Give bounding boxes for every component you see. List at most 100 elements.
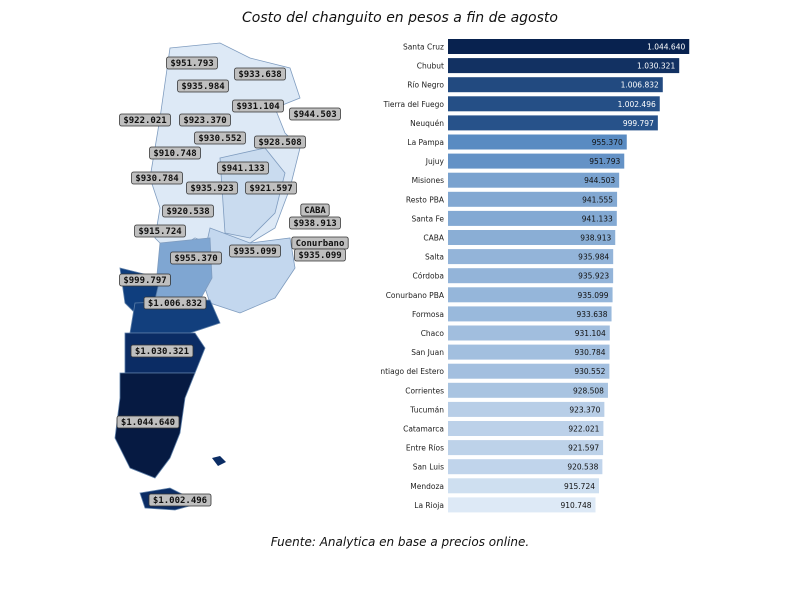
bar-category-label: CABA [423, 234, 445, 243]
map-price-label: $920.538 [162, 204, 214, 218]
svg-text:$1.002.496: $1.002.496 [153, 496, 207, 506]
map-price-label: $935.923 [186, 181, 238, 195]
map-price-label: $931.104 [232, 99, 284, 113]
svg-text:$933.638: $933.638 [238, 70, 281, 80]
svg-text:Conurbano: Conurbano [296, 239, 345, 249]
map-price-label: $941.133 [217, 161, 269, 175]
bar [448, 497, 596, 513]
bar-chart: Santa Cruz 1.044.640 Chubut 1.030.321 Río Ne… [380, 39, 690, 513]
bar [448, 153, 625, 169]
svg-text:$941.133: $941.133 [221, 164, 264, 174]
bar-category-label: La Rioja [414, 501, 444, 510]
bar [448, 115, 658, 131]
bar-value-label: 935.099 [578, 291, 609, 300]
map-region-malvinas [212, 456, 226, 466]
bar-value-label: 910.748 [561, 501, 592, 510]
map-price-label: $1.002.496 [148, 493, 212, 507]
map-price-label: $930.552 [194, 131, 246, 145]
bar-category-label: Tierra del Fuego [382, 100, 444, 109]
svg-text:$921.597: $921.597 [249, 184, 292, 194]
bar-value-label: 935.984 [578, 253, 609, 262]
map-price-label: $930.784 [131, 171, 183, 185]
bar-value-label: 928.508 [573, 386, 604, 395]
bar-category-label: Entre Ríos [406, 444, 444, 453]
bar [448, 249, 614, 265]
map-price-label: $1.006.832 [143, 296, 207, 310]
bar-value-label: 941.555 [582, 195, 613, 204]
map-price-label: $935.099 [229, 244, 281, 258]
bar-value-label: 922.021 [568, 425, 599, 434]
map-price-label: CABA [300, 203, 330, 217]
map-price-label: $1.030.321 [130, 344, 194, 358]
map-price-label: $935.984 [177, 79, 229, 93]
svg-text:$931.104: $931.104 [236, 102, 280, 112]
bar-category-label: Córdoba [413, 272, 444, 281]
svg-text:$935.923: $935.923 [190, 184, 233, 194]
bar [448, 96, 660, 112]
svg-text:$930.552: $930.552 [198, 134, 241, 144]
bar-category-label: Mendoza [410, 482, 444, 491]
bar-value-label: 1.044.640 [647, 43, 685, 52]
bar [448, 459, 603, 475]
bar-value-label: 930.784 [575, 348, 606, 357]
bar-category-label: Jujuy [425, 157, 445, 166]
bar-category-label: Río Negro [407, 81, 444, 90]
bar-category-label: Santiago del Estero [380, 367, 444, 376]
bar [448, 134, 627, 150]
svg-text:$951.793: $951.793 [170, 59, 213, 69]
bar [448, 210, 617, 226]
bar [448, 344, 610, 360]
bar [448, 287, 613, 303]
bar-category-label: Santa Fe [411, 214, 444, 223]
bar-value-label: 1.002.496 [618, 100, 656, 109]
bar-category-label: Corrientes [405, 386, 444, 395]
map-labels: $951.793 $933.638 $935.984 $931.104 $944.503… [116, 56, 349, 507]
svg-text:$923.370: $923.370 [183, 116, 226, 126]
bar [448, 440, 604, 456]
bar-value-label: 920.538 [567, 463, 598, 472]
bar [448, 401, 605, 417]
svg-text:$1.006.832: $1.006.832 [148, 299, 202, 309]
bar [448, 363, 610, 379]
map-region-la-pampa [154, 237, 213, 301]
svg-text:$1.044.640: $1.044.640 [121, 418, 175, 428]
svg-text:$1.030.321: $1.030.321 [135, 347, 189, 357]
map-price-label: $915.724 [134, 224, 186, 238]
bar-category-label: Tucumán [409, 405, 444, 414]
bar [448, 77, 663, 93]
map-price-label: $955.370 [170, 251, 222, 265]
map-price-label: $944.503 [289, 107, 341, 121]
bar [448, 268, 614, 284]
chart-source: Fuente: Analytica en base a precios onli… [270, 535, 530, 549]
bar [448, 382, 608, 398]
svg-text:CABA: CABA [304, 206, 326, 216]
bar [448, 172, 620, 188]
bar-category-label: Conurbano PBA [386, 291, 445, 300]
svg-text:$938.913: $938.913 [293, 219, 336, 229]
bar-value-label: 933.638 [577, 310, 608, 319]
svg-text:$910.748: $910.748 [153, 149, 196, 159]
bar [448, 230, 616, 245]
bar-value-label: 935.923 [578, 272, 609, 281]
map-price-label: $938.913 [289, 216, 341, 230]
bar-category-label: San Juan [411, 348, 444, 357]
bar [448, 58, 680, 74]
map-price-label: $935.099 [294, 248, 346, 262]
svg-text:$999.797: $999.797 [123, 276, 166, 286]
bar-value-label: 938.913 [580, 234, 611, 243]
bar-value-label: 923.370 [569, 405, 600, 414]
bar [448, 306, 612, 322]
map-price-label: $1.044.640 [116, 415, 180, 429]
argentina-map: $951.793 $933.638 $935.984 $931.104 $944.503… [114, 42, 349, 511]
bar-category-label: Chubut [417, 62, 444, 71]
bar-value-label: 1.030.321 [637, 62, 675, 71]
bar [448, 191, 618, 207]
bar-category-label: Misiones [412, 176, 445, 185]
bar-category-label: Catamarca [403, 425, 444, 434]
bar-category-label: San Luis [413, 463, 444, 472]
bar-category-label: Resto PBA [406, 195, 445, 204]
map-price-label: $928.508 [254, 135, 306, 149]
svg-text:$944.503: $944.503 [293, 110, 336, 120]
svg-text:$928.508: $928.508 [258, 138, 301, 148]
bar-value-label: 930.552 [574, 367, 605, 376]
